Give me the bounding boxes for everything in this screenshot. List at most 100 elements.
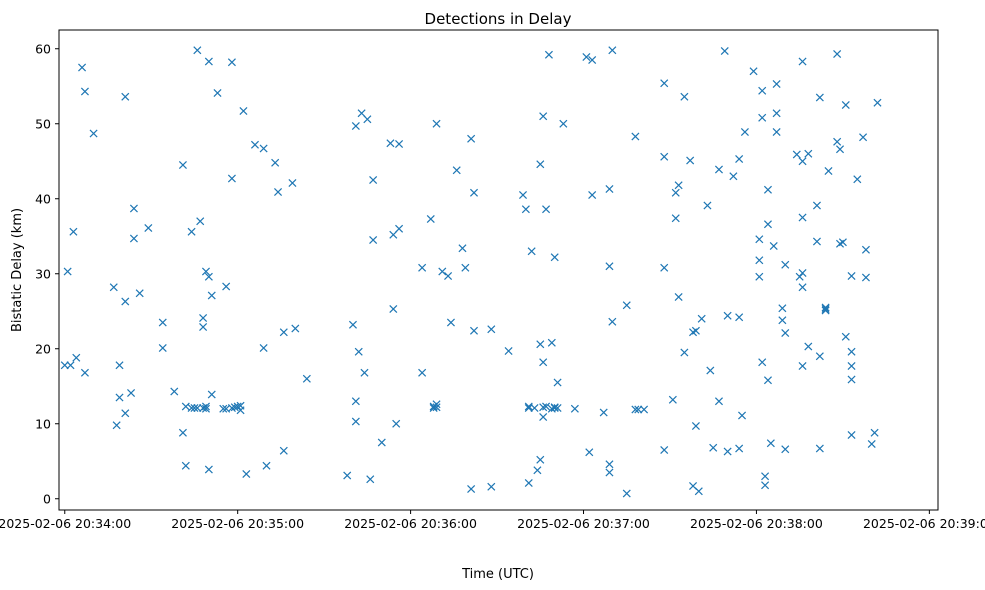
data-point [735, 154, 744, 164]
x-axis-label: Time (UTC) [461, 567, 534, 582]
data-point [674, 181, 683, 190]
data-point [861, 273, 870, 282]
data-point [527, 247, 536, 256]
data-point [798, 157, 807, 166]
data-point [467, 134, 476, 143]
data-point [539, 403, 548, 412]
data-point [444, 271, 453, 281]
data-point [446, 318, 455, 327]
data-point [792, 150, 801, 159]
data-point [196, 217, 205, 226]
data-point [599, 408, 608, 417]
data-point [524, 403, 533, 413]
data-point [144, 223, 153, 233]
data-point [622, 489, 631, 498]
x-axis-ticks: 2025-02-06 20:34:00 2025-02-06 20:35:00 20… [0, 510, 985, 531]
data-point [363, 115, 372, 124]
data-point [815, 352, 824, 361]
data-point [351, 417, 360, 426]
data-point [703, 201, 712, 210]
y-tick-label: 60 [35, 41, 51, 56]
data-point [691, 326, 700, 335]
data-point [469, 326, 479, 335]
data-point [222, 282, 231, 291]
data-point [723, 447, 732, 456]
data-point [386, 139, 395, 148]
data-point [729, 172, 738, 181]
data-point [438, 267, 447, 276]
data-point [714, 165, 723, 174]
data-point [233, 402, 242, 411]
data-point [158, 318, 167, 327]
data-point [763, 185, 772, 194]
data-point [360, 368, 369, 377]
data-point [524, 478, 533, 488]
data-point [121, 297, 130, 306]
data-point [348, 320, 357, 329]
data-point [542, 402, 551, 411]
data-point [553, 378, 562, 387]
data-point [227, 174, 236, 183]
data-point [815, 93, 824, 102]
data-point [536, 455, 545, 464]
data-point [432, 119, 441, 128]
data-point [418, 263, 427, 272]
data-point [873, 98, 882, 107]
data-point [158, 343, 167, 353]
y-tick-label: 0 [43, 491, 51, 506]
data-point [588, 55, 597, 65]
data-point [452, 166, 461, 175]
data-point [763, 376, 772, 385]
data-point [354, 347, 363, 356]
data-point [80, 87, 89, 96]
data-point [89, 129, 98, 138]
data-points [60, 46, 882, 498]
data-point [351, 121, 360, 131]
data-point [686, 156, 695, 165]
data-point [66, 361, 75, 370]
data-point [78, 63, 87, 72]
data-point [199, 313, 208, 323]
data-point [199, 403, 208, 413]
data-point [487, 325, 496, 334]
data-point [772, 127, 781, 137]
data-point [795, 272, 804, 281]
y-tick-label: 20 [35, 341, 51, 356]
data-point [550, 253, 559, 262]
data-point [631, 132, 640, 141]
data-point [377, 438, 386, 447]
data-point [697, 314, 706, 323]
data-point [660, 445, 669, 455]
data-point [671, 214, 680, 223]
data-point [213, 88, 222, 98]
x-tick-label: 2025-02-06 20:38:00 [690, 516, 823, 531]
data-point [487, 482, 496, 491]
data-point [135, 289, 144, 298]
data-point [847, 375, 856, 384]
data-point [181, 461, 190, 470]
data-point [758, 86, 767, 95]
data-point [755, 235, 764, 244]
data-point [230, 403, 239, 412]
data-point [585, 448, 594, 457]
data-point [432, 400, 441, 409]
data-point [542, 205, 551, 214]
plot-frame [58, 29, 939, 511]
data-point [680, 348, 689, 357]
data-point [227, 403, 236, 413]
data-point [838, 238, 847, 247]
data-point [524, 402, 533, 411]
data-point [207, 291, 216, 300]
data-point [219, 404, 228, 413]
y-tick-label: 10 [35, 416, 51, 431]
data-point [674, 292, 683, 302]
data-point [395, 139, 404, 149]
data-point [193, 46, 202, 55]
data-point [366, 475, 375, 484]
data-point [691, 421, 700, 431]
data-point [735, 313, 744, 322]
data-point [190, 403, 199, 413]
data-point [631, 405, 640, 414]
data-point [112, 421, 121, 430]
data-point [798, 268, 807, 278]
